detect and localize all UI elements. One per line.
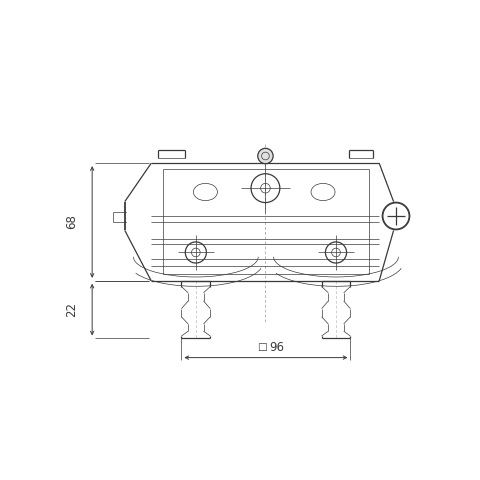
Text: 68: 68 <box>65 215 79 229</box>
Text: 22: 22 <box>65 302 79 317</box>
Text: 96: 96 <box>269 340 284 354</box>
Circle shape <box>258 148 273 164</box>
Circle shape <box>383 203 409 229</box>
Text: □: □ <box>257 342 267 352</box>
